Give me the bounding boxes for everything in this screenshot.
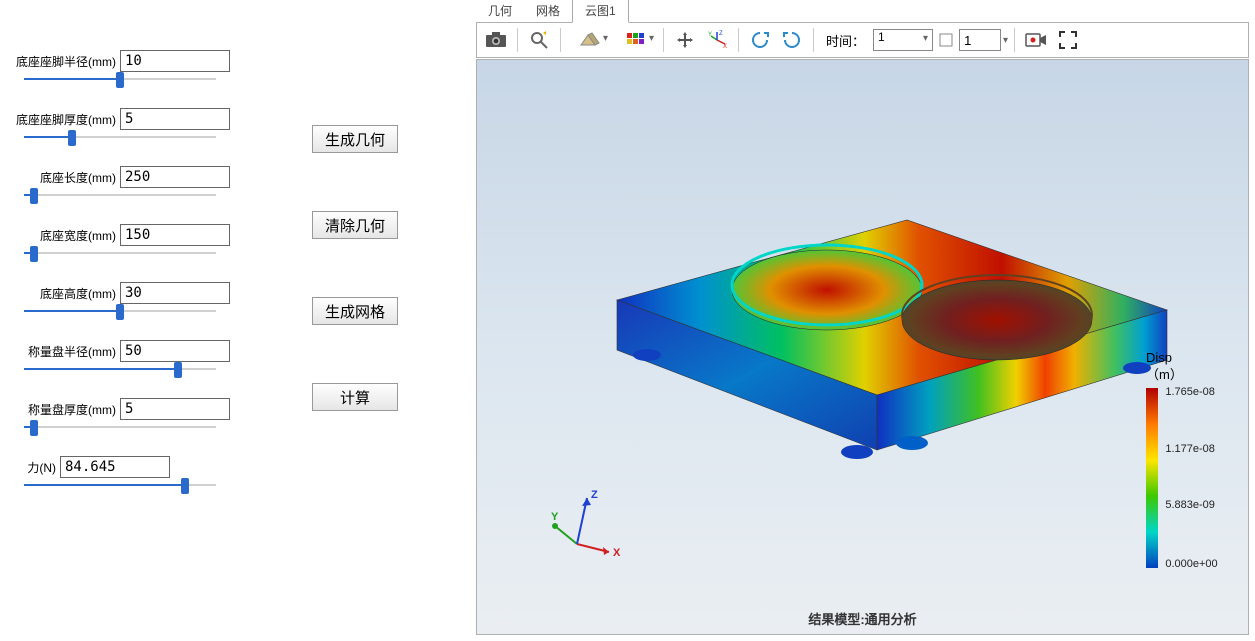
param-label-5: 称量盘半径(mm) [10,343,120,360]
param-input-4[interactable] [120,282,230,304]
param-input-0[interactable] [120,50,230,72]
clear-geometry-button[interactable]: 清除几何 [312,211,398,239]
svg-text:X: X [613,547,621,559]
param-input-5[interactable] [120,340,230,362]
zoom-fit-icon[interactable] [524,26,554,54]
tab-mesh[interactable]: 网格 [524,0,572,22]
legend-tick: 0.000e+00 [1165,558,1217,570]
param-slider-3[interactable] [24,252,244,254]
svg-text:Z: Z [591,489,598,501]
frame-input[interactable] [959,29,1001,51]
param-slider-4[interactable] [24,310,244,312]
display-mode-dropdown[interactable] [567,26,611,54]
viewport-toolbar: X Y Z 时间： 1 ▾ ▾ [476,22,1249,58]
generate-geometry-button[interactable]: 生成几何 [312,125,398,153]
param-label-2: 底座长度(mm) [10,169,120,186]
orientation-triad: X Y Z [547,484,627,564]
generate-mesh-button[interactable]: 生成网格 [312,297,398,325]
legend-unit: （m） [1146,367,1183,382]
param-label-6: 称量盘厚度(mm) [10,401,120,418]
svg-text:Z: Z [719,31,723,37]
param-label-0: 底座座脚半径(mm) [10,53,120,70]
rotate-cw-icon[interactable] [777,26,807,54]
legend-tick: 1.765e-08 [1165,386,1215,398]
param-slider-0[interactable] [24,78,244,80]
param-input-7[interactable] [60,456,170,478]
legend-tick: 1.177e-08 [1165,443,1215,455]
colormap-dropdown[interactable] [613,26,657,54]
param-label-4: 底座高度(mm) [10,285,120,302]
svg-text:X: X [723,44,727,50]
param-label-3: 底座宽度(mm) [10,227,120,244]
param-slider-5[interactable] [24,368,244,370]
tab-geometry[interactable]: 几何 [476,0,524,22]
compute-button[interactable]: 计算 [312,383,398,411]
time-select[interactable]: 1 ▾ [873,29,933,51]
param-slider-7[interactable] [24,484,244,486]
param-slider-1[interactable] [24,136,244,138]
param-label-7: 力(N) [0,459,60,476]
color-legend: Disp （m） 1.765e-08 1.177e-08 5.883e-09 0.00… [1146,350,1236,568]
param-input-2[interactable] [120,166,230,188]
param-input-1[interactable] [120,108,230,130]
svg-text:Y: Y [708,32,712,38]
param-label-1: 底座座脚厚度(mm) [10,111,120,128]
frame-step-icon[interactable]: ▾ [1003,35,1008,46]
time-label: 时间： [826,31,865,50]
pan-icon[interactable] [670,26,700,54]
fullscreen-icon[interactable] [1053,26,1083,54]
viewport-3d[interactable]: X Y Z Disp （m） 1.765e-08 1.177e-08 5.883e-… [476,59,1249,635]
param-input-6[interactable] [120,398,230,420]
fea-model-render [577,190,1177,490]
param-slider-6[interactable] [24,426,244,428]
step-back-icon[interactable] [935,26,957,54]
record-icon[interactable] [1021,26,1051,54]
camera-icon[interactable] [481,26,511,54]
tab-contour[interactable]: 云图1 [572,0,629,23]
axis-orient-icon[interactable]: X Y Z [702,26,732,54]
svg-text:Y: Y [551,511,559,523]
param-slider-2[interactable] [24,194,244,196]
result-model-label: 结果模型:通用分析 [477,609,1248,628]
legend-title: Disp [1146,350,1172,365]
param-input-3[interactable] [120,224,230,246]
legend-tick: 5.883e-09 [1165,499,1215,511]
rotate-ccw-icon[interactable] [745,26,775,54]
